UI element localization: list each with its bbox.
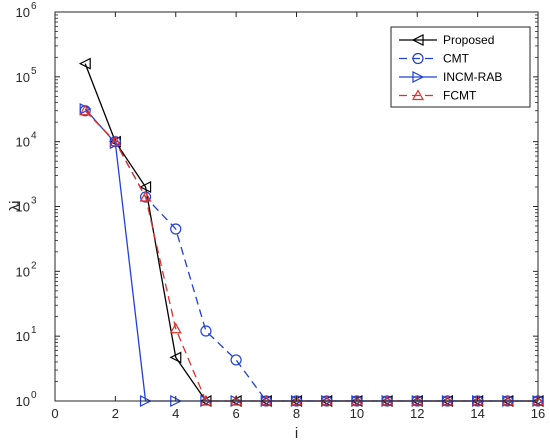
y-tick-label: 10 [16,264,30,279]
y-tick-label: 10 [16,394,30,409]
x-tick-label: 16 [531,406,545,421]
x-axis-label: i [295,425,298,442]
x-tick-label: 0 [51,406,58,421]
data-point [169,351,182,364]
y-tick-exponent: 5 [31,66,37,77]
x-tick-label: 2 [112,406,119,421]
legend-label: FCMT [443,89,477,103]
x-tick-label: 6 [233,406,240,421]
legend-marker [411,89,425,101]
y-tick-label: 10 [16,70,30,85]
y-tick-exponent: 6 [31,1,37,12]
data-point [170,223,182,235]
legend-label: CMT [443,52,470,66]
x-tick-label: 12 [410,406,424,421]
y-tick-exponent: 4 [31,131,37,142]
data-point [169,322,182,334]
x-tick-label: 8 [293,406,300,421]
legend: Proposed CMT INCM-RAB FCMT [390,26,531,108]
data-point [139,181,152,193]
y-axis-label: λi [7,201,24,212]
legend-marker [412,52,424,65]
legend-label: INCM-RAB [443,70,502,84]
data-point [139,190,152,202]
legend-label: Proposed [443,33,494,47]
x-axis-ticks: 0 2 4 6 8 10 12 14 16 [51,12,545,421]
y-tick-label: 10 [16,329,30,344]
y-tick-label: 10 [16,5,30,20]
y-tick-exponent: 1 [31,325,37,336]
x-tick-label: 4 [172,406,179,421]
x-tick-label: 14 [470,406,484,421]
y-tick-exponent: 0 [31,390,37,401]
data-point [78,57,91,70]
y-tick-label: 10 [16,135,30,150]
data-point [230,354,242,366]
x-tick-label: 10 [350,406,364,421]
data-point [109,135,122,147]
y-tick-exponent: 3 [31,196,37,207]
legend-marker [412,71,425,83]
data-point [79,104,92,116]
y-tick-label: 10 [16,200,30,215]
y-tick-exponent: 2 [31,260,37,271]
data-point [200,325,212,337]
legend-marker [411,34,424,46]
